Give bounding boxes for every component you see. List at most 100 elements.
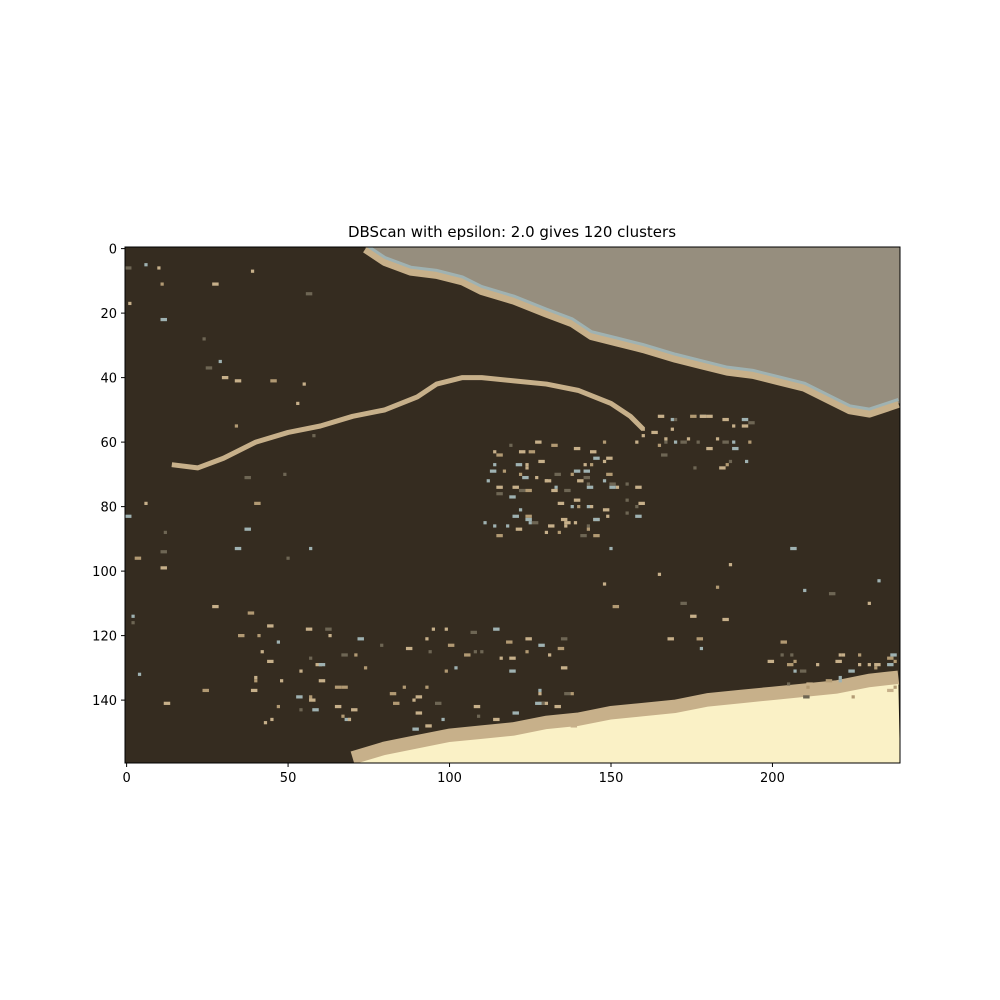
cluster-speckle [848,669,855,673]
cluster-speckle [745,459,749,464]
cluster-speckle [664,437,668,441]
cluster-speckle [887,663,894,667]
cluster-speckle [544,530,549,535]
cluster-speckle [793,669,797,673]
cluster-speckle [657,572,662,576]
shore-edge-cluster [363,247,900,418]
cluster-speckle [557,646,565,651]
cluster-speckle [638,501,645,505]
cluster-speckle [525,637,532,641]
cluster-speckle [502,469,507,473]
plot-frame [124,246,901,764]
cluster-speckle [512,485,519,489]
cluster-speckle [299,669,303,673]
cluster-speckle [250,688,258,693]
cluster-speckle [615,485,620,489]
cluster-speckle [722,417,729,422]
x-tick-label: 200 [760,771,785,786]
cluster-speckle [557,530,561,535]
cluster-speckle [748,440,752,444]
cluster-speckle [538,459,545,464]
cluster-speckle [125,514,132,518]
cluster-speckle [664,440,668,444]
cluster-speckle [560,637,568,641]
cluster-speckle [635,514,642,518]
cluster-speckle [131,614,135,618]
cluster-speckle [699,414,707,418]
cluster-speckle [780,640,787,644]
cluster-speckle [732,424,736,428]
cluster-speckle [715,585,720,589]
cluster-speckle [234,424,239,428]
cluster-speckle [593,534,600,538]
cluster-speckle [715,437,720,441]
cluster-speckle [238,634,245,638]
cluster-speckle [341,685,348,689]
cluster-speckle [425,724,432,728]
cluster-speckle [803,695,810,699]
cluster-speckle [586,524,590,528]
cluster-speckle [380,643,384,647]
cluster-speckle [590,450,597,454]
y-tick-label: 80 [100,501,117,516]
cluster-speckle [525,514,532,518]
cluster-speckle [128,301,132,306]
cluster-speckle [496,534,503,538]
cluster-speckle [518,508,523,512]
cluster-speckle [496,492,503,496]
cluster-speckle [651,430,658,435]
cluster-speckle [670,417,674,422]
cluster-speckle [247,611,255,615]
cluster-speckle [464,653,471,657]
cluster-speckle [602,508,610,512]
cluster-speckle [125,266,132,270]
cluster-speckle [351,708,358,712]
cluster-speckle [577,505,581,509]
cluster-speckle [499,656,503,660]
cluster-speckle [525,650,529,654]
cluster-speckle [699,646,704,651]
cluster-speckle [163,701,171,705]
cluster-speckle [393,701,400,705]
cluster-speckle [276,704,280,709]
cluster-speckle [893,685,897,689]
cluster-speckle [512,514,519,518]
cluster-speckle [444,627,448,631]
cluster-speckle [276,640,280,644]
cluster-speckle [867,663,871,667]
cluster-speckle [867,601,871,605]
cluster-speckle [722,440,729,444]
cluster-speckle [447,643,455,647]
cluster-speckle [583,475,590,480]
y-tick-label: 60 [100,436,117,451]
cluster-speckle [732,440,736,444]
cluster-speckle [564,488,571,493]
cluster-speckles [125,263,897,731]
y-axis: 0 20 40 60 80 100 120 140 [92,243,125,709]
water-edge-cluster [366,247,899,411]
cluster-speckle [160,566,167,570]
cluster-speckle [696,440,700,444]
cluster-speckle [221,376,229,380]
cluster-speckle [767,659,775,664]
cluster-speckle [531,521,539,525]
cluster-speckle [719,466,726,470]
cluster-speckle [309,546,313,551]
cluster-speckle [803,588,807,593]
cluster-speckle [748,421,755,425]
cluster-speckle [635,485,642,489]
cluster-speckle [786,663,794,667]
x-tick-label: 100 [437,771,462,786]
cluster-speckle [296,695,303,699]
cluster-speckle [538,688,542,693]
cluster-speckle [548,653,552,657]
cluster-speckle [806,682,813,686]
cluster-speckle [583,463,587,467]
cluster-speckle [657,443,662,447]
cluster-speckle [670,427,674,431]
cluster-speckle [602,582,607,586]
cluster-speckle [473,704,481,709]
cluster-speckle [486,479,490,483]
cluster-speckle [625,498,629,502]
cluster-speckle [509,669,516,673]
